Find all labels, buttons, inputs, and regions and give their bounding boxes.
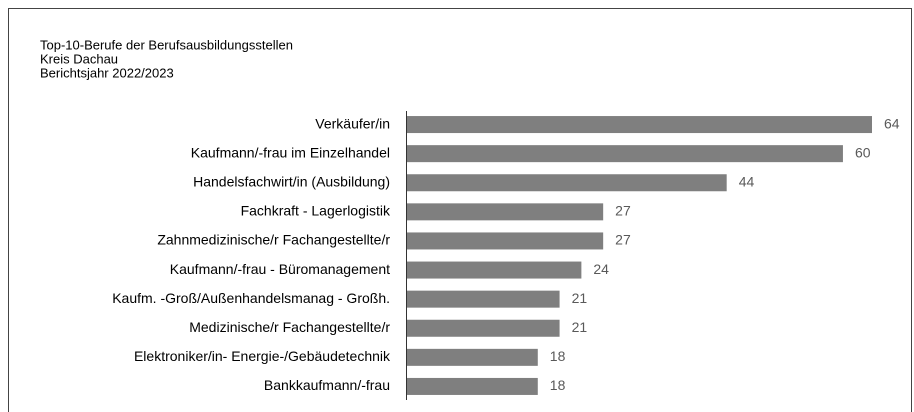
y-tick-label: Kaufm. -Groß/Außenhandelsmanag - Großh. <box>112 290 390 306</box>
y-tick-label: Handelsfachwirt/in (Ausbildung) <box>193 173 390 189</box>
bar <box>407 232 604 250</box>
bar <box>407 261 582 279</box>
data-label: 64 <box>884 115 900 131</box>
bar <box>407 290 560 308</box>
y-tick-label: Zahnmedizinische/r Fachangestellte/r <box>157 232 390 248</box>
y-tick-label: Bankkaufmann/-frau <box>264 377 390 393</box>
data-label: 21 <box>572 319 588 335</box>
y-tick-label: Kaufmann/-frau im Einzelhandel <box>191 144 390 160</box>
chart-title: Top-10-Berufe der Berufsausbildungsstell… <box>40 37 293 52</box>
bar <box>407 116 872 134</box>
y-tick-label: Verkäufer/in <box>315 115 390 131</box>
y-tick-label: Elektroniker/in- Energie-/Gebäudetechnik <box>134 348 391 364</box>
chart-subtitle: Berichtsjahr 2022/2023 <box>40 65 174 80</box>
data-label: 21 <box>572 290 588 306</box>
bar <box>407 377 538 395</box>
bar <box>407 174 727 192</box>
bar <box>407 145 843 163</box>
y-tick-label: Fachkraft - Lagerlogistik <box>241 203 391 219</box>
y-tick-label: Medizinische/r Fachangestellte/r <box>189 319 390 335</box>
data-label: 44 <box>739 173 755 189</box>
bar <box>407 203 604 221</box>
data-label: 18 <box>550 377 566 393</box>
chart-subtitle: Kreis Dachau <box>40 51 118 66</box>
y-tick-label: Kaufmann/-frau - Büromanagement <box>170 261 390 277</box>
data-label: 18 <box>550 348 566 364</box>
data-label: 27 <box>615 232 631 248</box>
data-label: 24 <box>593 261 609 277</box>
bar <box>407 319 560 337</box>
bar <box>407 348 538 366</box>
data-label: 60 <box>855 144 871 160</box>
data-label: 27 <box>615 203 631 219</box>
